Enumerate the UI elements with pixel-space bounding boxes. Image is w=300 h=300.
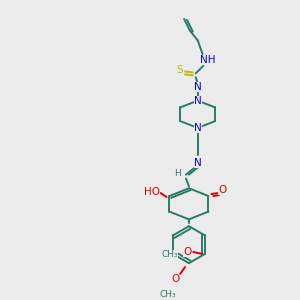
Text: HO: HO xyxy=(144,187,160,197)
Text: N: N xyxy=(194,96,202,106)
Text: CH₃: CH₃ xyxy=(162,250,178,260)
Text: N: N xyxy=(194,123,202,133)
Text: NH: NH xyxy=(200,55,215,65)
Text: O: O xyxy=(183,247,191,257)
Text: O: O xyxy=(171,274,179,284)
Text: S: S xyxy=(177,65,184,76)
Text: O: O xyxy=(218,185,226,195)
Text: N: N xyxy=(194,158,202,168)
Text: H: H xyxy=(174,169,181,178)
Text: CH₃: CH₃ xyxy=(159,290,176,299)
Text: N: N xyxy=(194,82,202,92)
